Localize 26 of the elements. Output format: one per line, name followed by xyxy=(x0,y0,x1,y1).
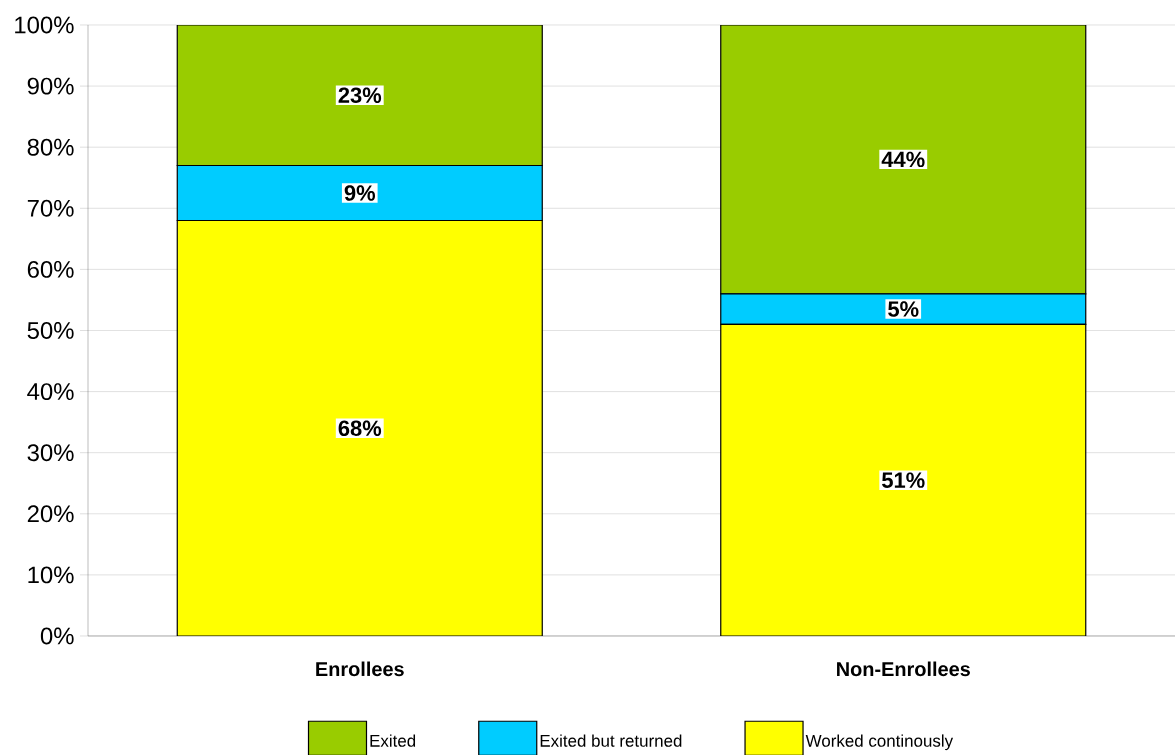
y-tick-label: 20% xyxy=(27,505,74,523)
y-tick-label: 50% xyxy=(27,322,74,339)
y-tick-label: 30% xyxy=(27,444,74,462)
data-label: 9% xyxy=(344,185,376,201)
legend-label: Exited but returned xyxy=(540,734,682,747)
bar xyxy=(720,24,1087,295)
data-label: 68% xyxy=(338,420,382,437)
bar xyxy=(176,24,543,167)
data-label: 5% xyxy=(888,301,919,317)
y-tick-label: 40% xyxy=(27,383,74,401)
x-tick-label: Non-Enrollees xyxy=(837,661,970,677)
data-label: 23% xyxy=(338,87,382,104)
y-tick-label: 60% xyxy=(27,260,74,278)
data-label: 44% xyxy=(881,151,925,168)
bar xyxy=(176,219,543,636)
data-label: 51% xyxy=(881,472,925,488)
y-tick-label: 70% xyxy=(27,199,74,217)
legend-label: Worked continously xyxy=(805,734,954,751)
legend-label: Exited xyxy=(370,734,416,747)
bar xyxy=(720,323,1087,636)
y-tick-label: 0% xyxy=(40,627,74,645)
y-tick-label: 90% xyxy=(27,77,74,95)
y-tick-label: 100% xyxy=(15,16,74,34)
y-tick-label: 80% xyxy=(27,138,74,156)
y-tick-label: 10% xyxy=(28,566,74,584)
x-tick-label: Enrollees xyxy=(316,661,404,677)
